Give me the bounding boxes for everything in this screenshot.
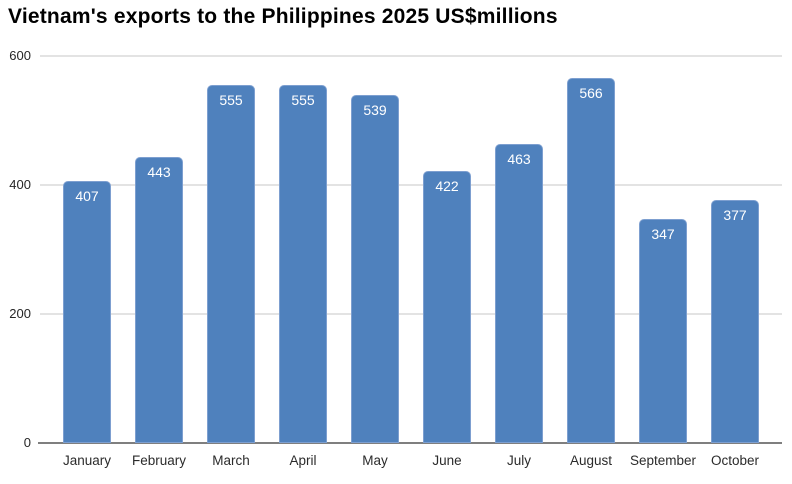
x-tick-label-may: May bbox=[362, 453, 388, 468]
bar-value-label: 347 bbox=[651, 226, 675, 243]
x-tick-label-july: July bbox=[506, 453, 531, 468]
bar-value-label: 539 bbox=[363, 102, 387, 119]
bar-value-label: 443 bbox=[147, 164, 171, 181]
plot-area: 0 200 400 600 407 January 443 February 555 March 5… bbox=[9, 48, 782, 468]
gridline-600 bbox=[40, 55, 782, 57]
bar-value-label: 377 bbox=[723, 206, 747, 223]
x-tick-label-january: January bbox=[62, 453, 112, 468]
x-tick-label-june: June bbox=[432, 453, 462, 468]
x-tick-label-february: February bbox=[131, 453, 187, 468]
bar-value-label: 555 bbox=[291, 92, 315, 109]
bar-january: 407 bbox=[63, 180, 111, 443]
bar-october: 377 bbox=[711, 199, 759, 443]
gridline-200 bbox=[40, 313, 782, 315]
chart-title: Vietnam's exports to the Philippines 202… bbox=[8, 5, 558, 28]
y-tick-label-400: 400 bbox=[9, 177, 31, 192]
bar-june: 422 bbox=[423, 170, 471, 443]
x-tick-label-september: September bbox=[629, 453, 697, 468]
bar-value-label: 422 bbox=[435, 177, 459, 194]
bar-april: 555 bbox=[279, 85, 327, 443]
bar-value-label: 463 bbox=[507, 151, 531, 168]
x-axis-line bbox=[38, 442, 782, 444]
gridline-400 bbox=[40, 184, 782, 186]
x-tick-label-march: March bbox=[212, 453, 250, 468]
bar-march: 555 bbox=[207, 85, 255, 443]
y-tick-label-0: 0 bbox=[23, 435, 31, 450]
bar-value-label: 566 bbox=[579, 84, 603, 101]
bar-value-label: 555 bbox=[219, 92, 243, 109]
y-tick-label-600: 600 bbox=[9, 48, 31, 63]
bar-september: 347 bbox=[639, 219, 687, 443]
x-tick-label-april: April bbox=[289, 453, 317, 468]
y-tick-label-200: 200 bbox=[9, 306, 31, 321]
bar-may: 539 bbox=[351, 95, 399, 443]
bar-february: 443 bbox=[135, 157, 183, 443]
x-tick-label-october: October bbox=[710, 453, 760, 468]
x-tick-label-august: August bbox=[569, 453, 613, 468]
bar-july: 463 bbox=[495, 144, 543, 443]
bar-august: 566 bbox=[567, 77, 615, 443]
bar-value-label: 407 bbox=[75, 187, 99, 204]
